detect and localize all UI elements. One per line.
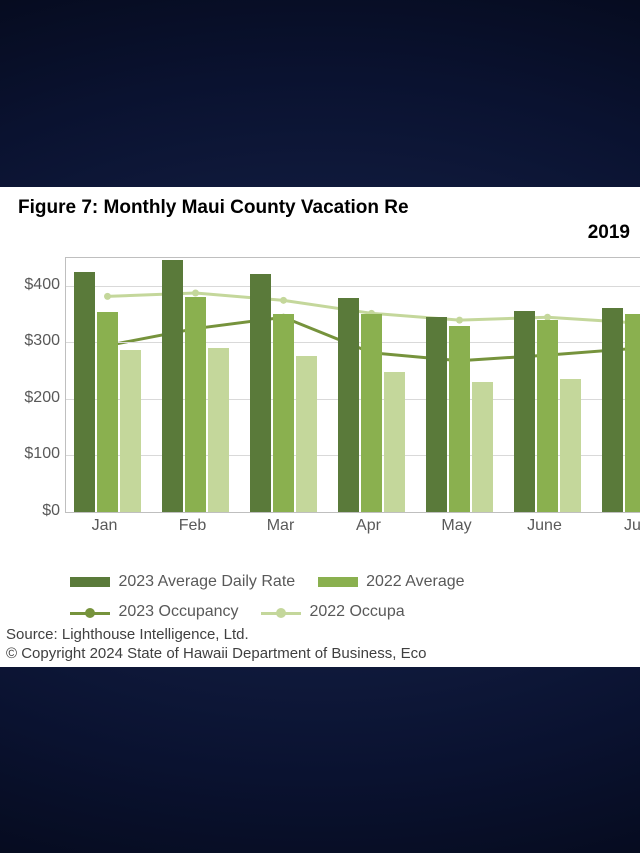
chart-area: $0 $100 $200 $300 $400 Jan Feb Mar Apr May June Ju [10, 251, 640, 561]
legend-label: 2022 Average [366, 567, 464, 597]
bar [537, 320, 558, 512]
bar [514, 311, 535, 511]
bar [97, 312, 118, 512]
figure-title-line2: 2019 [0, 220, 640, 246]
bar [361, 314, 382, 512]
bar [162, 260, 183, 511]
y-axis-label: $0 [10, 502, 60, 520]
line-marker [192, 289, 199, 296]
x-axis-label: Mar [267, 517, 295, 535]
bar [338, 298, 359, 511]
page-background: Figure 7: Monthly Maui County Vacation R… [0, 0, 640, 853]
legend-swatch-bar-2023-adr [70, 577, 110, 587]
source-line: Source: Lighthouse Intelligence, Ltd. [6, 625, 426, 645]
bar [560, 379, 581, 512]
legend-swatch-bar-2022-adr [318, 577, 358, 587]
bar [185, 297, 206, 511]
bar [250, 274, 271, 511]
y-axis-label: $400 [10, 276, 60, 294]
legend-row-1: 2023 Average Daily Rate 2022 Average [70, 567, 483, 598]
bar [426, 317, 447, 512]
x-axis-label: June [527, 517, 562, 535]
bar [384, 372, 405, 512]
legend-label: 2023 Occupancy [118, 597, 238, 627]
figure-title-line1: Figure 7: Monthly Maui County Vacation R… [0, 187, 640, 221]
bar [449, 326, 470, 511]
bar [208, 348, 229, 512]
legend-label: 2023 Average Daily Rate [118, 567, 295, 597]
bar [472, 382, 493, 512]
legend-label: 2022 Occupa [309, 597, 404, 627]
y-axis-label: $100 [10, 445, 60, 463]
bar [602, 308, 623, 511]
legend: 2023 Average Daily Rate 2022 Average 202… [70, 567, 483, 629]
x-axis-label: Jan [92, 517, 118, 535]
y-axis-label: $300 [10, 332, 60, 350]
x-axis-label: May [441, 517, 471, 535]
x-axis-label: Feb [179, 517, 207, 535]
copyright-line: © Copyright 2024 State of Hawaii Departm… [6, 644, 426, 664]
line-marker [456, 316, 463, 323]
plot-area [65, 257, 640, 513]
y-axis-label: $200 [10, 389, 60, 407]
legend-swatch-line-2023-occ [70, 608, 110, 618]
bar [625, 314, 640, 512]
figure-card: Figure 7: Monthly Maui County Vacation R… [0, 187, 640, 667]
bar [296, 356, 317, 511]
line-marker [104, 292, 111, 299]
x-axis-label: Apr [356, 517, 381, 535]
legend-swatch-line-2022-occ [261, 608, 301, 618]
bar [120, 350, 141, 511]
bar [273, 314, 294, 512]
x-axis-label: Ju [624, 517, 640, 535]
gridline [66, 286, 640, 287]
bar [74, 272, 95, 512]
source-attribution: Source: Lighthouse Intelligence, Ltd. © … [6, 625, 426, 664]
line-marker [280, 296, 287, 303]
